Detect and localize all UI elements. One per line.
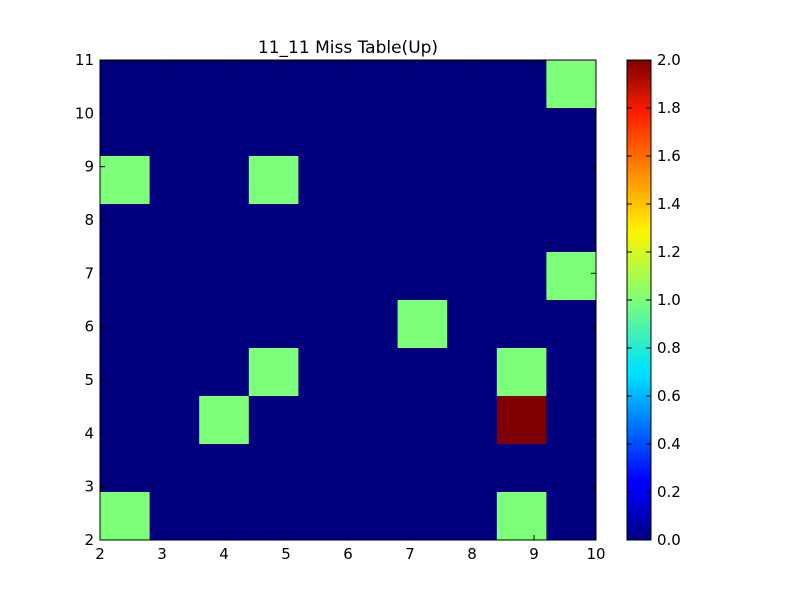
- heatmap-cell: [248, 156, 299, 204]
- colorbar-tick-label: 1.8: [657, 99, 681, 117]
- y-tick-label: 2: [84, 531, 94, 549]
- x-tick-label: 8: [467, 545, 477, 563]
- heatmap-cell: [496, 396, 547, 444]
- colorbar-tick-label: 1.2: [657, 243, 681, 261]
- heatmap-background: [100, 60, 596, 540]
- x-tick-label: 7: [405, 545, 415, 563]
- y-tick-label: 5: [84, 371, 94, 389]
- heatmap-cell: [496, 348, 547, 396]
- x-tick-label: 5: [281, 545, 291, 563]
- colorbar: 0.0 0.2 0.4 0.6 0.8 1.0 1.2 1.4 1.6 1.8 2.0: [626, 51, 681, 549]
- heatmap-cell: [496, 492, 547, 540]
- colorbar-tick-label: 0.2: [657, 483, 681, 501]
- heatmap-cell: [397, 300, 448, 348]
- y-tick-label: 10: [75, 104, 94, 122]
- colorbar-tick-label: 1.0: [657, 291, 681, 309]
- y-tick-label: 4: [84, 424, 94, 442]
- colorbar-tick-label: 0.0: [657, 531, 681, 549]
- colorbar-tick-label: 2.0: [657, 51, 681, 69]
- y-tick-label: 11: [75, 51, 94, 69]
- heatmap-cell: [546, 60, 596, 108]
- colorbar-tick-label: 0.4: [657, 435, 681, 453]
- x-tick-label: 4: [219, 545, 229, 563]
- chart-title: 11_11 Miss Table(Up): [258, 38, 438, 58]
- y-tick-label: 8: [84, 211, 94, 229]
- heatmap-cell: [100, 492, 150, 540]
- heatmap-cell: [248, 348, 299, 396]
- heatmap-cell: [100, 156, 150, 204]
- heatmap-cell: [199, 396, 249, 444]
- x-tick-label: 10: [586, 545, 605, 563]
- x-tick-label: 9: [529, 545, 539, 563]
- y-tick-label: 6: [84, 318, 94, 336]
- colorbar-tick-label: 0.8: [657, 339, 681, 357]
- x-tick-label: 6: [343, 545, 353, 563]
- y-tick-label: 9: [84, 158, 94, 176]
- colorbar-tick-label: 1.4: [657, 195, 681, 213]
- x-tick-label: 3: [157, 545, 167, 563]
- plot-area: 2 3 4 5 6 7 8 9 10 2 3 4 5 6 7 8 9 10 11: [75, 51, 606, 563]
- y-tick-label: 7: [84, 264, 94, 282]
- heatmap-cell: [546, 252, 596, 300]
- y-tick-label: 3: [84, 478, 94, 496]
- colorbar-tick-label: 1.6: [657, 147, 681, 165]
- colorbar-tick-label: 0.6: [657, 387, 681, 405]
- x-tick-label: 2: [95, 545, 105, 563]
